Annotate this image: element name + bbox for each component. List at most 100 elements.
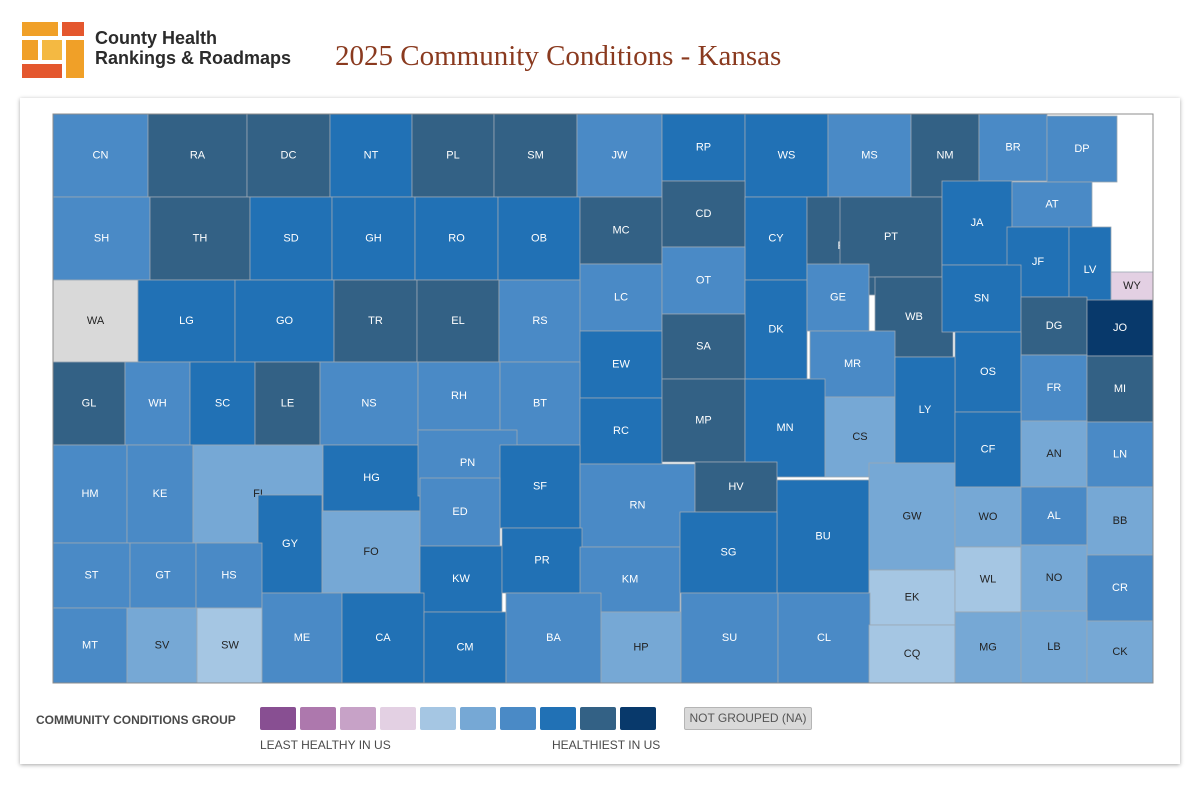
legend-least-healthy-label: LEAST HEALTHY IN US bbox=[260, 738, 391, 752]
county-label-nm: NM bbox=[936, 150, 953, 162]
brand-line-1: County Health bbox=[95, 28, 218, 48]
county-label-rs: RS bbox=[532, 315, 547, 327]
county-dg[interactable] bbox=[1020, 296, 1088, 356]
county-rs[interactable] bbox=[498, 279, 582, 363]
county-label-hg: HG bbox=[363, 472, 380, 484]
county-at[interactable] bbox=[1011, 181, 1093, 228]
county-mp[interactable] bbox=[661, 378, 746, 463]
county-ba[interactable] bbox=[505, 592, 602, 684]
legend-swatch-g5[interactable] bbox=[420, 707, 456, 730]
county-label-wo: WO bbox=[979, 511, 998, 523]
county-label-cr: CR bbox=[1112, 582, 1128, 594]
county-kw[interactable] bbox=[419, 545, 503, 613]
county-hm[interactable] bbox=[52, 444, 128, 544]
county-sm[interactable] bbox=[493, 113, 578, 198]
county-ot[interactable] bbox=[661, 246, 746, 315]
county-label-me: ME bbox=[294, 632, 311, 644]
county-gh[interactable] bbox=[331, 196, 416, 281]
county-ns[interactable] bbox=[319, 361, 419, 446]
county-ew[interactable] bbox=[579, 330, 663, 399]
county-label-fr: FR bbox=[1047, 382, 1062, 394]
county-rc[interactable] bbox=[579, 397, 663, 465]
county-cq[interactable] bbox=[868, 624, 956, 684]
county-cn[interactable] bbox=[52, 113, 149, 198]
county-lg[interactable] bbox=[137, 279, 236, 363]
county-ke[interactable] bbox=[126, 444, 194, 544]
county-dk[interactable] bbox=[744, 279, 808, 380]
county-sa[interactable] bbox=[661, 313, 746, 380]
legend-swatch-g2[interactable] bbox=[300, 707, 336, 730]
county-nt[interactable] bbox=[329, 113, 413, 198]
legend-swatch-g10[interactable] bbox=[620, 707, 656, 730]
county-sd[interactable] bbox=[249, 196, 333, 281]
county-tr[interactable] bbox=[333, 279, 418, 363]
county-hg[interactable] bbox=[322, 444, 421, 512]
county-sn[interactable] bbox=[941, 264, 1022, 333]
county-sw[interactable] bbox=[196, 607, 264, 684]
county-label-hv: HV bbox=[728, 481, 744, 493]
county-cd[interactable] bbox=[661, 180, 746, 248]
county-label-fi: FI bbox=[253, 488, 263, 500]
county-ra[interactable] bbox=[147, 113, 248, 198]
county-lc[interactable] bbox=[579, 263, 663, 332]
county-hs[interactable] bbox=[195, 542, 263, 609]
county-ro[interactable] bbox=[414, 196, 499, 281]
county-label-cq: CQ bbox=[904, 648, 921, 660]
county-mt[interactable] bbox=[52, 607, 128, 684]
county-ca[interactable] bbox=[341, 592, 425, 684]
county-rh[interactable] bbox=[417, 361, 501, 431]
county-an[interactable] bbox=[1020, 420, 1088, 488]
legend-swatch-g7[interactable] bbox=[500, 707, 536, 730]
county-ck[interactable] bbox=[1086, 620, 1154, 684]
legend-swatch-g1[interactable] bbox=[260, 707, 296, 730]
county-label-go: GO bbox=[276, 315, 294, 327]
county-br[interactable] bbox=[978, 113, 1048, 182]
legend-swatch-g4[interactable] bbox=[380, 707, 416, 730]
county-pl[interactable] bbox=[411, 113, 495, 198]
county-ge[interactable] bbox=[806, 263, 870, 332]
legend-swatch-g6[interactable] bbox=[460, 707, 496, 730]
county-label-gw: GW bbox=[903, 511, 923, 523]
county-cm[interactable] bbox=[423, 611, 507, 684]
county-go[interactable] bbox=[234, 279, 335, 363]
county-jo[interactable] bbox=[1086, 299, 1154, 357]
county-bb[interactable] bbox=[1086, 486, 1154, 556]
county-ja[interactable] bbox=[941, 180, 1013, 266]
legend-not-grouped[interactable]: NOT GROUPED (NA) bbox=[684, 707, 812, 730]
county-dp[interactable] bbox=[1046, 115, 1118, 183]
county-ly[interactable] bbox=[894, 356, 956, 464]
county-sc[interactable] bbox=[189, 361, 256, 446]
county-label-sw: SW bbox=[221, 640, 239, 652]
county-st[interactable] bbox=[52, 542, 131, 609]
county-sg[interactable] bbox=[679, 511, 778, 594]
county-th[interactable] bbox=[149, 196, 251, 281]
county-sf[interactable] bbox=[499, 444, 581, 529]
county-fo[interactable] bbox=[321, 510, 421, 594]
county-ob[interactable] bbox=[497, 196, 581, 281]
county-cr[interactable] bbox=[1086, 554, 1154, 622]
county-mg[interactable] bbox=[954, 611, 1022, 684]
county-gl[interactable] bbox=[52, 361, 126, 446]
county-le[interactable] bbox=[254, 361, 321, 446]
legend-swatch-g8[interactable] bbox=[540, 707, 576, 730]
county-mi[interactable] bbox=[1086, 355, 1154, 423]
county-rn[interactable] bbox=[579, 463, 696, 548]
county-su[interactable] bbox=[680, 592, 779, 684]
county-label-cs: CS bbox=[852, 431, 867, 443]
legend-swatch-g9[interactable] bbox=[580, 707, 616, 730]
county-me[interactable] bbox=[261, 592, 343, 684]
county-al[interactable] bbox=[1020, 486, 1088, 546]
county-bu[interactable] bbox=[776, 479, 870, 594]
county-wy[interactable] bbox=[1110, 271, 1154, 301]
legend-swatch-g3[interactable] bbox=[340, 707, 376, 730]
county-cl[interactable] bbox=[777, 592, 871, 684]
county-label-lc: LC bbox=[614, 292, 628, 304]
county-sh[interactable] bbox=[52, 196, 151, 281]
county-mc[interactable] bbox=[579, 196, 663, 265]
county-hv[interactable] bbox=[694, 461, 778, 513]
county-ms[interactable] bbox=[827, 113, 912, 198]
county-el[interactable] bbox=[416, 279, 500, 363]
county-cy[interactable] bbox=[744, 196, 808, 281]
brand-name[interactable]: County Health Rankings & Roadmaps bbox=[95, 28, 291, 68]
county-rp[interactable] bbox=[661, 113, 746, 182]
